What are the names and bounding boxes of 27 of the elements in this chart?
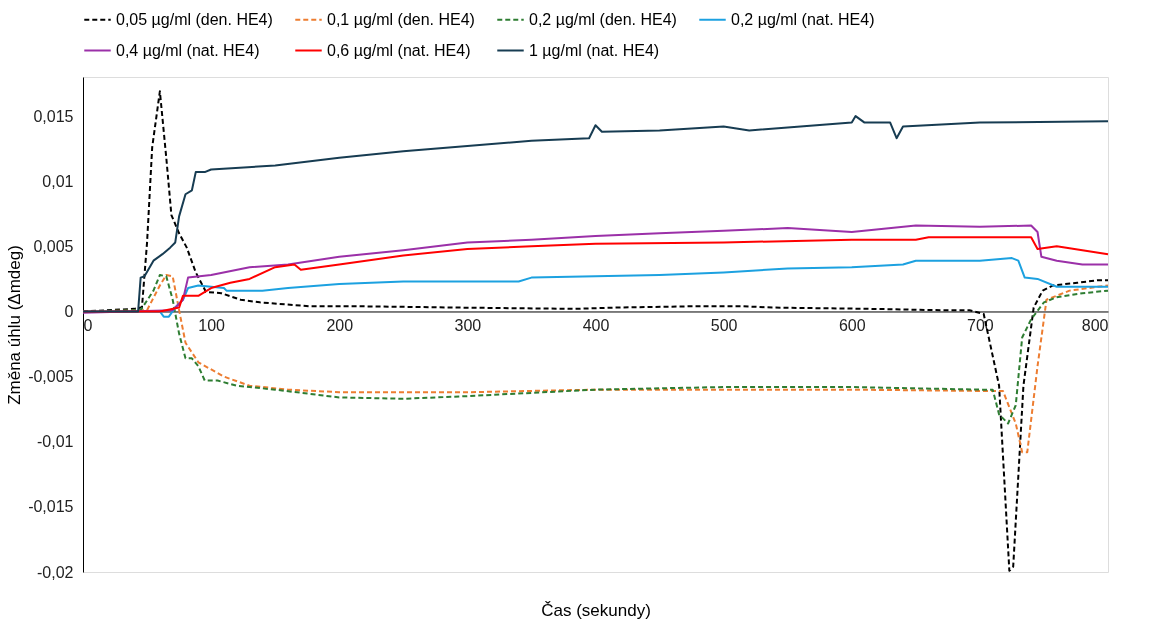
y-tick-label: 0,01: [42, 172, 74, 190]
y-axis-title: Změna úhlu (Δmdeg): [5, 245, 25, 405]
x-tick-label: 0: [83, 316, 93, 334]
x-tick-label: 800: [1081, 316, 1109, 334]
legend-label: 1 µg/ml (nat. HE4): [529, 41, 660, 59]
legend-label: 0,2 µg/ml (nat. HE4): [731, 10, 875, 28]
x-tick-label: 100: [198, 316, 226, 334]
legend-label: 0,2 µg/ml (den. HE4): [529, 10, 677, 28]
x-tick-label: 400: [582, 316, 610, 334]
legend-label: 0,4 µg/ml (nat. HE4): [116, 41, 260, 59]
legend-label: 0,1 µg/ml (den. HE4): [327, 10, 475, 28]
x-tick-label: 300: [454, 316, 482, 334]
legend-label: 0,05 µg/ml (den. HE4): [116, 10, 273, 28]
y-tick-label: -0,015: [28, 498, 74, 516]
y-tick-label: -0,01: [37, 433, 74, 451]
x-tick-label: 500: [710, 316, 738, 334]
legend-label: 0,6 µg/ml (nat. HE4): [327, 41, 471, 59]
y-tick-label: 0,015: [33, 107, 74, 125]
y-tick-label: -0,005: [28, 368, 74, 386]
y-tick-label: -0,02: [37, 563, 74, 581]
x-tick-label: 600: [838, 316, 866, 334]
line-series: [82, 115, 1109, 313]
y-tick-label: 0: [64, 302, 74, 320]
x-tick-label: 700: [967, 316, 994, 334]
y-tick-label: 0,005: [33, 237, 74, 255]
x-tick-label: 200: [326, 316, 354, 334]
x-axis-title: Čas (sekundy): [541, 600, 651, 620]
